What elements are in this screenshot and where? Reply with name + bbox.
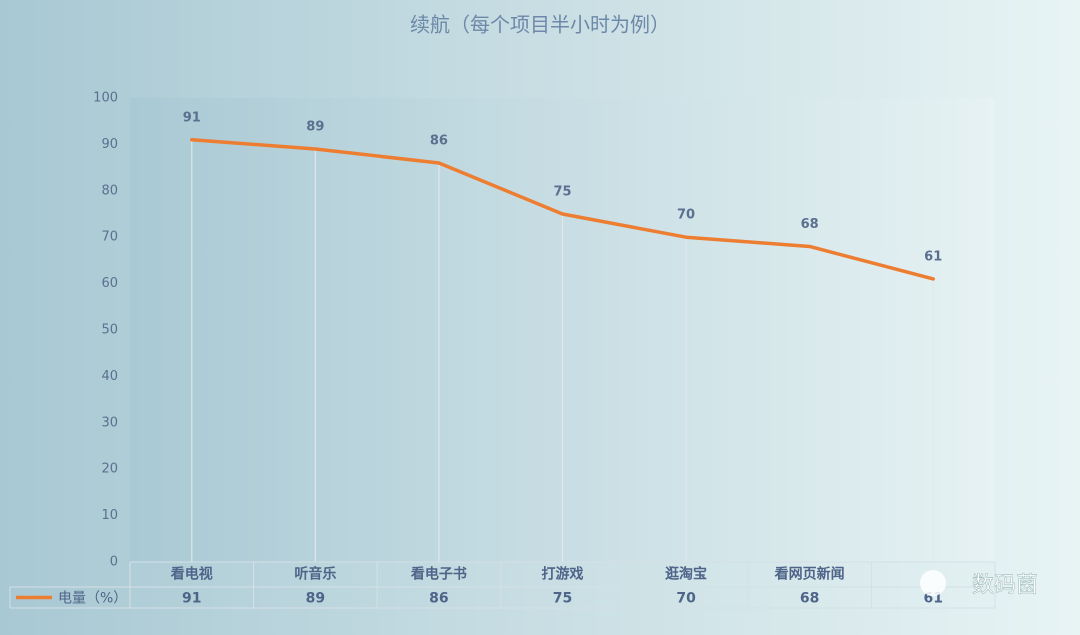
x-tick-label: 看网页新闻 — [774, 566, 845, 583]
watermark: 数码菌 — [920, 570, 1038, 598]
y-tick-label: 20 — [101, 462, 118, 477]
watermark-icon — [920, 570, 946, 596]
data-label: 89 — [306, 120, 324, 135]
data-label: 75 — [553, 185, 571, 200]
y-tick-label: 0 — [110, 555, 118, 570]
table-value: 86 — [429, 591, 448, 607]
y-tick-label: 90 — [101, 137, 118, 152]
data-label: 61 — [924, 249, 942, 264]
data-label: 68 — [801, 217, 819, 232]
chart-title: 续航（每个项目半小时为例） — [410, 13, 670, 37]
table-value: 89 — [306, 591, 325, 607]
x-tick-label: 看电子书 — [410, 566, 467, 583]
table-value: 68 — [800, 591, 819, 607]
y-tick-label: 40 — [101, 369, 118, 384]
line — [190, 138, 935, 281]
y-tick-label: 80 — [101, 183, 118, 198]
legend-label: 电量（%） — [58, 591, 127, 607]
y-tick-label: 50 — [101, 323, 118, 338]
table-value: 75 — [553, 591, 572, 607]
watermark-text: 数码菌 — [972, 573, 1038, 598]
x-tick-label: 打游戏 — [542, 566, 584, 583]
y-tick-label: 10 — [101, 508, 118, 523]
x-tick-label: 听音乐 — [294, 566, 336, 583]
data-label: 70 — [677, 208, 695, 223]
table-value: 91 — [182, 591, 201, 607]
y-tick-label: 60 — [101, 276, 118, 291]
x-tick-label: 逛淘宝 — [665, 566, 707, 583]
x-tick-label: 看电视 — [170, 566, 213, 583]
table-value: 70 — [676, 591, 696, 607]
y-tick-label: 30 — [101, 415, 118, 430]
y-tick-label: 70 — [101, 230, 118, 245]
data-label: 86 — [430, 133, 448, 148]
data-label: 91 — [183, 110, 201, 125]
y-tick-label: 100 — [93, 91, 118, 106]
